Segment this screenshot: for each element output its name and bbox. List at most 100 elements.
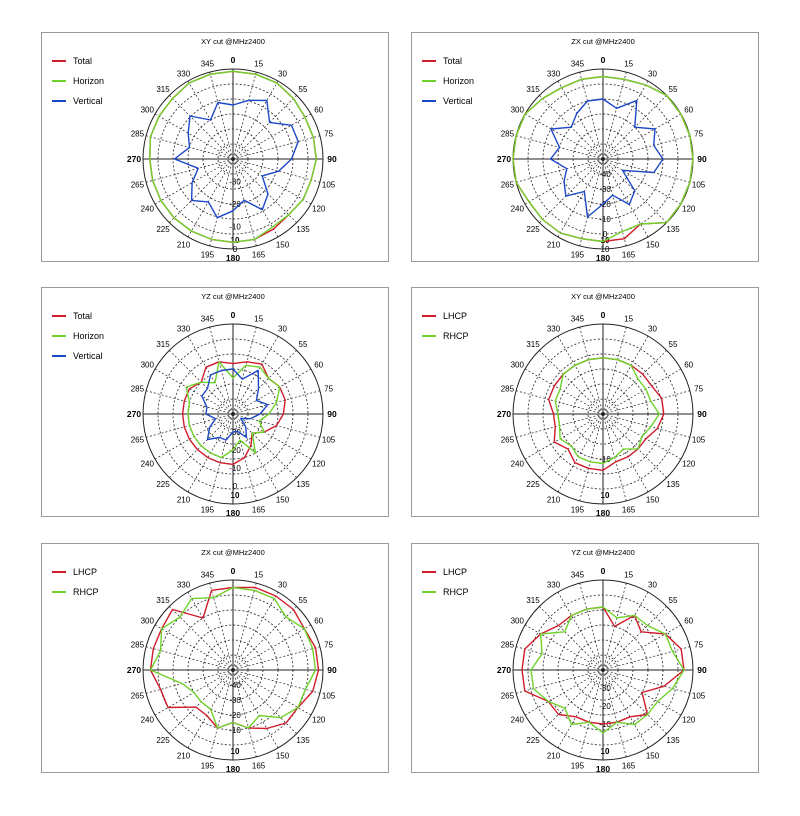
grid-spoke (232, 95, 297, 160)
angle-label: 240 (141, 205, 155, 214)
radial-label: -10 (229, 726, 241, 735)
grid-spoke (557, 669, 604, 749)
angle-label: 330 (177, 69, 191, 78)
grid-spoke (516, 158, 604, 183)
angle-label: 180 (596, 508, 610, 518)
angle-label: 270 (497, 409, 511, 419)
grid-spoke (232, 669, 312, 716)
grid-spoke (187, 591, 234, 671)
angle-label: 90 (697, 409, 707, 419)
grid-spoke (154, 624, 234, 671)
angle-label: 0 (231, 310, 236, 320)
angle-label: 135 (296, 736, 310, 745)
radial-label: -20 (229, 200, 241, 209)
angle-label: 265 (501, 436, 515, 445)
series-line-lhcp (547, 357, 665, 472)
angle-label: 265 (131, 692, 145, 701)
grid-spoke (557, 591, 604, 671)
angle-label: 330 (547, 580, 561, 589)
angle-label: 180 (596, 764, 610, 774)
angle-label: 165 (252, 762, 266, 771)
legend-label: RHCP (73, 587, 99, 597)
grid-spoke (169, 606, 234, 671)
angle-label: 180 (226, 764, 240, 774)
angle-label: 270 (127, 409, 141, 419)
legend-label: Horizon (73, 331, 104, 341)
radial-label: 0 (233, 482, 238, 491)
radial-label: 0 (233, 245, 238, 254)
angle-label: 285 (131, 129, 145, 138)
grid-spoke (232, 646, 320, 671)
radial-label: -10 (229, 223, 241, 232)
angle-label: 15 (624, 314, 633, 323)
angle-label: 265 (131, 436, 145, 445)
angle-label: 15 (254, 59, 263, 68)
angle-label: 180 (226, 508, 240, 518)
chart-panel-3: YZ cut @MHz2400 0 15 30 55 60 75 90 105 120 135 150… (41, 287, 389, 518)
grid-spoke (146, 158, 234, 183)
angle-label: 180 (596, 253, 610, 263)
angle-label: 120 (682, 205, 696, 214)
grid-spoke (602, 606, 667, 671)
angle-label: 165 (252, 251, 266, 260)
grid-spoke (232, 591, 279, 671)
radial-label: -20 (229, 446, 241, 455)
grid-spoke (602, 158, 690, 183)
grid-spoke (602, 158, 649, 238)
grid-spoke (524, 624, 604, 671)
grid-spoke (602, 669, 627, 757)
radial-label-outer: 10 (231, 491, 240, 500)
grid-spoke (602, 669, 690, 694)
radial-label: -20 (599, 200, 611, 209)
angle-label: 150 (646, 752, 660, 761)
radial-label: -40 (599, 170, 611, 179)
grid-spoke (602, 390, 690, 415)
radial-label: 10 (601, 245, 610, 254)
angle-label: 60 (684, 106, 693, 115)
angle-label: 195 (201, 762, 215, 771)
grid-spoke (524, 113, 604, 160)
angle-label: 330 (547, 324, 561, 333)
chart-panel-4: XY cut @MHz2400 0 15 30 55 60 75 90 105 120 135 150… (411, 287, 759, 518)
grid-spoke (524, 413, 604, 460)
angle-label: 30 (278, 580, 287, 589)
chart-title: ZX cut @MHz2400 (571, 37, 634, 46)
angle-label: 120 (312, 716, 326, 725)
angle-label: 285 (501, 640, 515, 649)
angle-label: 195 (571, 251, 585, 260)
series-line-horizon (185, 361, 281, 459)
grid-spoke (579, 72, 604, 160)
angle-label: 135 (666, 225, 680, 234)
grid-spoke (154, 113, 234, 160)
angle-label: 150 (646, 496, 660, 505)
angle-label: 60 (314, 106, 323, 115)
radial-label: -10 (229, 464, 241, 473)
radial-label: -30 (229, 178, 241, 187)
grid-spoke (602, 113, 682, 160)
legend-label: LHCP (73, 567, 97, 577)
grid-spoke (602, 327, 627, 415)
angle-label: 285 (501, 129, 515, 138)
angle-label: 225 (156, 225, 170, 234)
legend-label: Horizon (73, 76, 104, 86)
grid-spoke (232, 72, 257, 160)
angle-label: 55 (299, 85, 308, 94)
radial-label: 0 (603, 230, 608, 239)
grid-spoke (602, 158, 627, 246)
angle-label: 165 (622, 506, 636, 515)
grid-spoke (209, 158, 234, 246)
grid-spoke (232, 413, 297, 478)
legend-label: LHCP (443, 567, 467, 577)
angle-label: 60 (684, 617, 693, 626)
series-line-rhcp (554, 357, 661, 465)
angle-label: 270 (497, 154, 511, 164)
angle-label: 90 (327, 409, 337, 419)
angle-label: 165 (252, 506, 266, 515)
angle-label: 225 (526, 225, 540, 234)
angle-label: 210 (547, 752, 561, 761)
angle-label: 120 (682, 716, 696, 725)
angle-label: 105 (322, 181, 336, 190)
angle-label: 195 (571, 762, 585, 771)
angle-label: 330 (177, 580, 191, 589)
grid-spoke (516, 669, 604, 694)
